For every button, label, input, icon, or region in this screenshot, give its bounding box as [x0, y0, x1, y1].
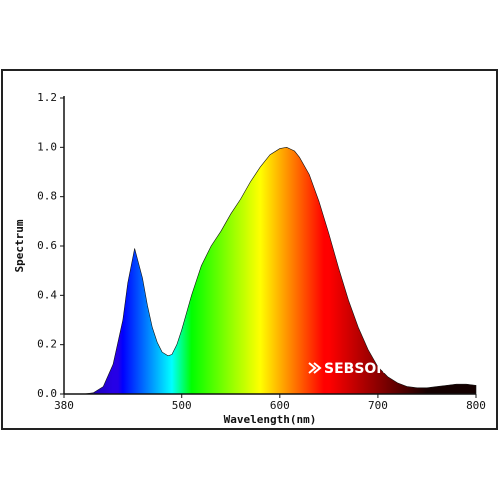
frame: [1, 69, 498, 430]
y-tick-label: 0.2: [37, 338, 57, 351]
brand-text: SEBSON: [324, 361, 388, 377]
x-tick-label: 500: [172, 399, 192, 412]
y-tick-label: 1.0: [37, 140, 57, 153]
x-tick-label: 600: [270, 399, 290, 412]
y-tick-label: 0.0: [37, 387, 57, 400]
y-tick-label: 1.2: [37, 91, 57, 104]
y-axis-title: Spectrum: [13, 219, 26, 272]
y-tick-label: 0.4: [37, 288, 57, 301]
x-tick-label: 380: [54, 399, 74, 412]
x-tick-label: 800: [466, 399, 486, 412]
x-tick-label: 700: [368, 399, 388, 412]
y-tick-label: 0.8: [37, 190, 57, 203]
y-tick-label: 0.6: [37, 239, 57, 252]
brand-logo: [308, 362, 322, 374]
plot-area: 0.0 0.2 0.4 0.6 0.8 1.0 1.2 380 500 600 700 800: [37, 91, 486, 412]
spectrum-area: [64, 147, 477, 395]
x-axis-title: Wavelength(nm): [224, 413, 317, 426]
